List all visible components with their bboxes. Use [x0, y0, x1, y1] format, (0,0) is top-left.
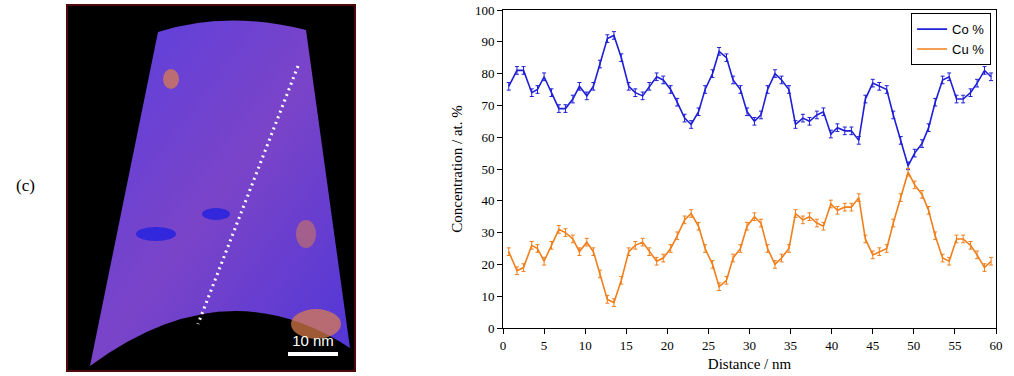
svg-text:90: 90 [481, 34, 494, 49]
svg-text:20: 20 [661, 338, 674, 353]
svg-text:10: 10 [579, 338, 592, 353]
svg-text:35: 35 [784, 338, 797, 353]
svg-text:50: 50 [481, 162, 494, 177]
svg-text:25: 25 [702, 338, 715, 353]
svg-text:55: 55 [948, 338, 961, 353]
svg-text:5: 5 [541, 338, 548, 353]
svg-text:0: 0 [500, 338, 507, 353]
svg-text:40: 40 [481, 193, 494, 208]
svg-text:70: 70 [481, 98, 494, 113]
svg-text:Distance / nm: Distance / nm [708, 356, 792, 372]
svg-text:60: 60 [990, 338, 1003, 353]
svg-text:Concentration / at. %: Concentration / at. % [449, 105, 465, 232]
html-text:(c): (c) [16, 176, 35, 195]
svg-text:45: 45 [866, 338, 879, 353]
svg-text:Cu %: Cu % [952, 42, 984, 57]
svg-text:30: 30 [743, 338, 756, 353]
svg-text:60: 60 [481, 130, 494, 145]
svg-text:15: 15 [620, 338, 633, 353]
svg-text:0: 0 [488, 321, 495, 336]
svg-text:80: 80 [481, 66, 494, 81]
svg-text:20: 20 [481, 257, 494, 272]
svg-text:50: 50 [907, 338, 920, 353]
svg-text:30: 30 [481, 225, 494, 240]
svg-text:40: 40 [825, 338, 838, 353]
svg-text:Co %: Co % [952, 22, 984, 37]
svg-text:10: 10 [481, 289, 494, 304]
svg-text:100: 100 [475, 3, 495, 18]
svg-text:10 nm: 10 nm [292, 332, 334, 349]
